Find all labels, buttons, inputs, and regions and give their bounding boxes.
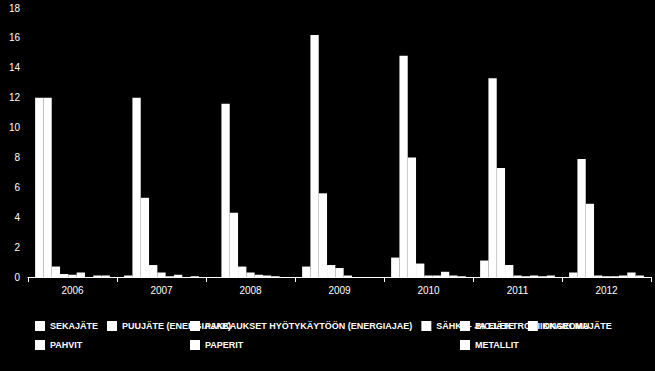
svg-text:2007: 2007 (150, 285, 173, 296)
svg-text:BIOJÄTE: BIOJÄTE (475, 321, 514, 331)
svg-text:10: 10 (9, 122, 21, 133)
svg-text:2: 2 (14, 242, 20, 253)
svg-text:6: 6 (14, 182, 20, 193)
svg-text:16: 16 (9, 32, 21, 43)
svg-text:0: 0 (14, 272, 20, 283)
svg-text:2010: 2010 (417, 285, 440, 296)
svg-text:14: 14 (9, 62, 21, 73)
svg-text:2008: 2008 (239, 285, 262, 296)
svg-text:4: 4 (14, 212, 20, 223)
svg-text:18: 18 (9, 3, 21, 14)
svg-text:2012: 2012 (595, 285, 618, 296)
svg-text:PAPERIT: PAPERIT (205, 340, 244, 350)
svg-text:8: 8 (14, 152, 20, 163)
svg-text:SÄHKÖ- JA ELEKTRONIIKKAROMU: SÄHKÖ- JA ELEKTRONIIKKAROMU (436, 321, 590, 331)
svg-text:METALLIT: METALLIT (475, 340, 519, 350)
svg-text:ONGELMAJÄTE: ONGELMAJÄTE (543, 321, 612, 331)
svg-text:2006: 2006 (61, 285, 84, 296)
svg-text:PUUJÄTE (ENERGIAJAE): PUUJÄTE (ENERGIAJAE) (122, 321, 231, 331)
svg-text:PAKKAUKSET HYÖTYKÄYTÖÖN (ENERG: PAKKAUKSET HYÖTYKÄYTÖÖN (ENERGIAJAE) (205, 321, 412, 331)
svg-text:SEKAJÄTE: SEKAJÄTE (50, 321, 98, 331)
svg-text:2011: 2011 (507, 285, 529, 296)
svg-text:12: 12 (9, 92, 21, 103)
svg-text:PAHVIT: PAHVIT (50, 340, 83, 350)
svg-text:2009: 2009 (328, 285, 351, 296)
